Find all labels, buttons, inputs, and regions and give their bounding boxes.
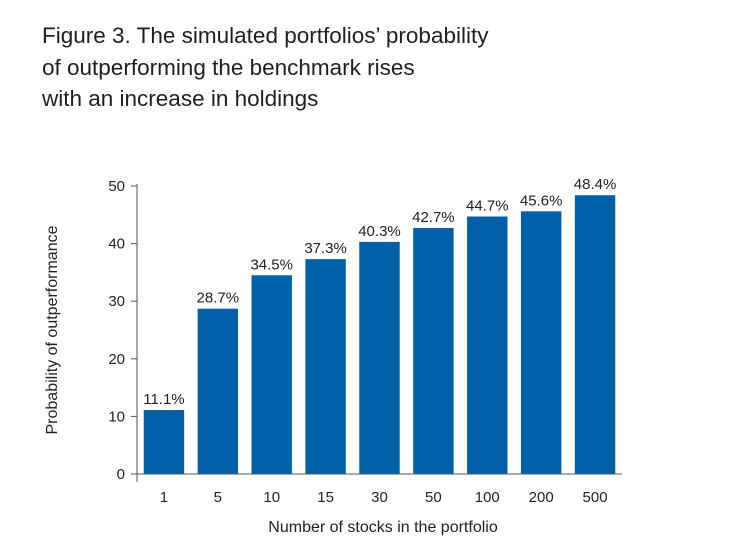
x-tick-label-30: 30 — [371, 489, 388, 506]
x-tick-label-15: 15 — [317, 489, 334, 506]
data-label-50: 42.7% — [412, 209, 455, 226]
chart-title: Figure 3. The simulated portfolios’ prob… — [42, 20, 682, 115]
data-label-10: 34.5% — [250, 256, 293, 273]
bar-500 — [574, 195, 616, 474]
bar-50 — [413, 228, 454, 474]
data-label-200: 45.6% — [520, 192, 563, 209]
bar-30 — [359, 241, 400, 474]
x-tick-label-5: 5 — [214, 489, 222, 506]
data-label-1: 11.1% — [143, 391, 184, 408]
x-tick-label-200: 200 — [529, 489, 554, 506]
y-tick-label-10: 10 — [108, 408, 125, 425]
data-label-30: 40.3% — [358, 223, 401, 240]
y-tick-label-30: 30 — [108, 293, 125, 310]
x-tick-label-500: 500 — [583, 489, 608, 506]
data-label-5: 28.7% — [197, 290, 240, 307]
data-label-15: 37.3% — [304, 240, 347, 257]
data-labels-group: 11.1% 28.7% 34.5% 37.3% 40.3% 42.7% 44.7% 45.6%… — [143, 176, 616, 408]
y-axis-title: Probability of outperformance — [44, 225, 61, 434]
y-tick-label-50: 50 — [108, 178, 125, 195]
chart-title-line: Figure 3. The simulated portfolios’ prob… — [42, 23, 489, 48]
x-tick-label-50: 50 — [425, 489, 442, 506]
bar-100 — [467, 216, 508, 474]
x-tick-label-10: 10 — [263, 489, 280, 506]
y-tick-label-0: 0 — [117, 466, 125, 483]
bar-5 — [197, 308, 239, 474]
bar-10 — [251, 275, 292, 474]
bar-15 — [305, 259, 346, 474]
y-tick-label-40: 40 — [108, 236, 125, 253]
data-label-500: 48.4% — [574, 176, 617, 193]
chart-title-line: with an increase in holdings — [42, 86, 319, 111]
x-tick-label-1: 1 — [160, 489, 168, 506]
bars-group — [143, 195, 616, 474]
bar-200 — [520, 211, 562, 474]
x-axis-title: Number of stocks in the portfolio — [268, 519, 498, 536]
x-tick-label-100: 100 — [475, 489, 500, 506]
chart-title-line: of outperforming the benchmark rises — [42, 54, 415, 80]
y-tick-label-20: 20 — [108, 351, 125, 368]
data-label-100: 44.7% — [466, 198, 509, 215]
bar-1 — [143, 410, 185, 474]
